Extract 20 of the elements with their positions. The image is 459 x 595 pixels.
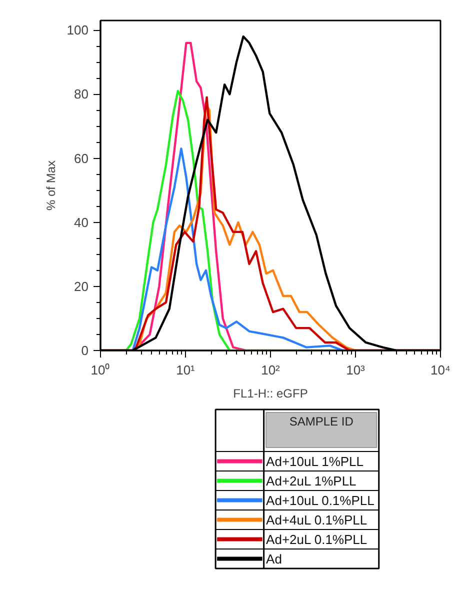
x-tick-label: 10⁴ xyxy=(430,362,451,378)
y-tick-label: 40 xyxy=(74,214,89,230)
x-tick-label: 10¹ xyxy=(176,362,196,378)
y-tick-label: 60 xyxy=(74,150,89,166)
y-tick-label: 80 xyxy=(74,86,89,102)
y-tick-label: 100 xyxy=(66,22,89,38)
y-tick-label: 0 xyxy=(81,343,89,358)
legend-label: Ad+10uL 0.1%PLL xyxy=(266,492,374,508)
y-tick-label: 20 xyxy=(74,278,89,294)
legend-title: SAMPLE ID xyxy=(289,414,354,428)
x-tick-label: 10³ xyxy=(346,362,366,378)
x-axis-title: FL1-H:: eGFP xyxy=(233,386,308,400)
legend-label: Ad+2uL 1%PLL xyxy=(266,473,356,488)
y-axis-title: % of Max xyxy=(44,160,58,211)
x-tick-label: 10⁰ xyxy=(90,362,110,378)
legend-label: Ad+10uL 1%PLL xyxy=(266,454,364,469)
legend-label: Ad+2uL 0.1%PLL xyxy=(266,532,368,547)
x-tick-label: 10² xyxy=(261,362,281,378)
legend-label: Ad xyxy=(266,551,282,566)
legend-label: Ad+4uL 0.1%PLL xyxy=(266,512,368,528)
